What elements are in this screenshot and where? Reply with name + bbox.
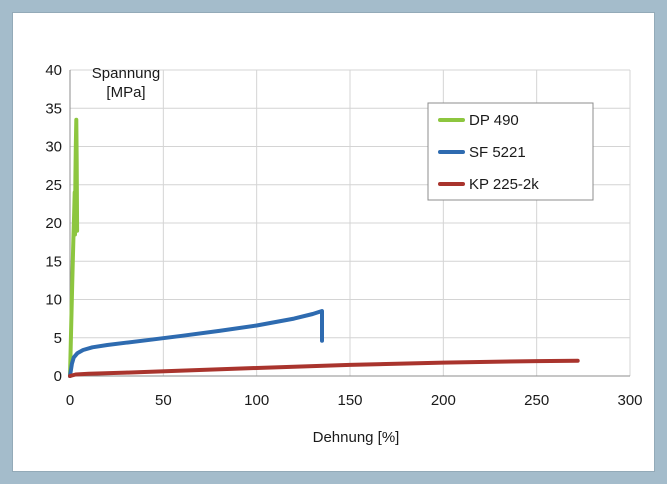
legend-label: KP 225-2k bbox=[469, 176, 539, 193]
y-axis-title-line-2: [MPa] bbox=[106, 84, 145, 101]
axes: 0 5 10 15 20 25 30 35 40 0 50 100 150 200 250 300 bbox=[45, 62, 642, 409]
x-tick-label: 0 bbox=[66, 392, 74, 409]
y-tick-label: 5 bbox=[54, 330, 62, 347]
y-axis-title: Spannung [MPa] bbox=[92, 65, 160, 101]
line-chart: 0 5 10 15 20 25 30 35 40 0 50 100 150 200 250 300 Spann… bbox=[45, 62, 642, 446]
legend-label: SF 5221 bbox=[469, 144, 526, 161]
y-tick-label: 0 bbox=[54, 368, 62, 385]
series-lines bbox=[68, 117, 580, 378]
legend: DP 490 SF 5221 KP 225-2k bbox=[427, 102, 594, 201]
y-axis-title-line-1: Spannung bbox=[92, 65, 160, 82]
legend-label: DP 490 bbox=[469, 112, 519, 129]
x-tick-label: 300 bbox=[617, 392, 642, 409]
x-tick-label: 200 bbox=[431, 392, 456, 409]
x-tick-label: 250 bbox=[524, 392, 549, 409]
y-tick-label: 15 bbox=[45, 253, 62, 270]
y-tick-label: 40 bbox=[45, 62, 62, 79]
x-tick-label: 50 bbox=[155, 392, 172, 409]
y-tick-label: 20 bbox=[45, 215, 62, 232]
x-axis-title: Dehnung [%] bbox=[313, 429, 400, 446]
legend-item-kp-225-2k: KP 225-2k bbox=[438, 176, 539, 193]
legend-item-dp-490: DP 490 bbox=[438, 112, 519, 129]
series-line-kp-225-2k bbox=[68, 358, 580, 378]
y-tick-label: 25 bbox=[45, 177, 62, 194]
series-line-dp-490 bbox=[68, 117, 80, 378]
x-tick-label: 150 bbox=[337, 392, 362, 409]
x-tick-label: 100 bbox=[244, 392, 269, 409]
y-tick-label: 30 bbox=[45, 139, 62, 156]
series-line-sf-5221 bbox=[68, 309, 324, 378]
chart-panel: 0 5 10 15 20 25 30 35 40 0 50 100 150 200 250 300 Spann… bbox=[12, 12, 655, 472]
legend-item-sf-5221: SF 5221 bbox=[438, 144, 526, 161]
y-tick-label: 10 bbox=[45, 292, 62, 309]
y-tick-label: 35 bbox=[45, 100, 62, 117]
